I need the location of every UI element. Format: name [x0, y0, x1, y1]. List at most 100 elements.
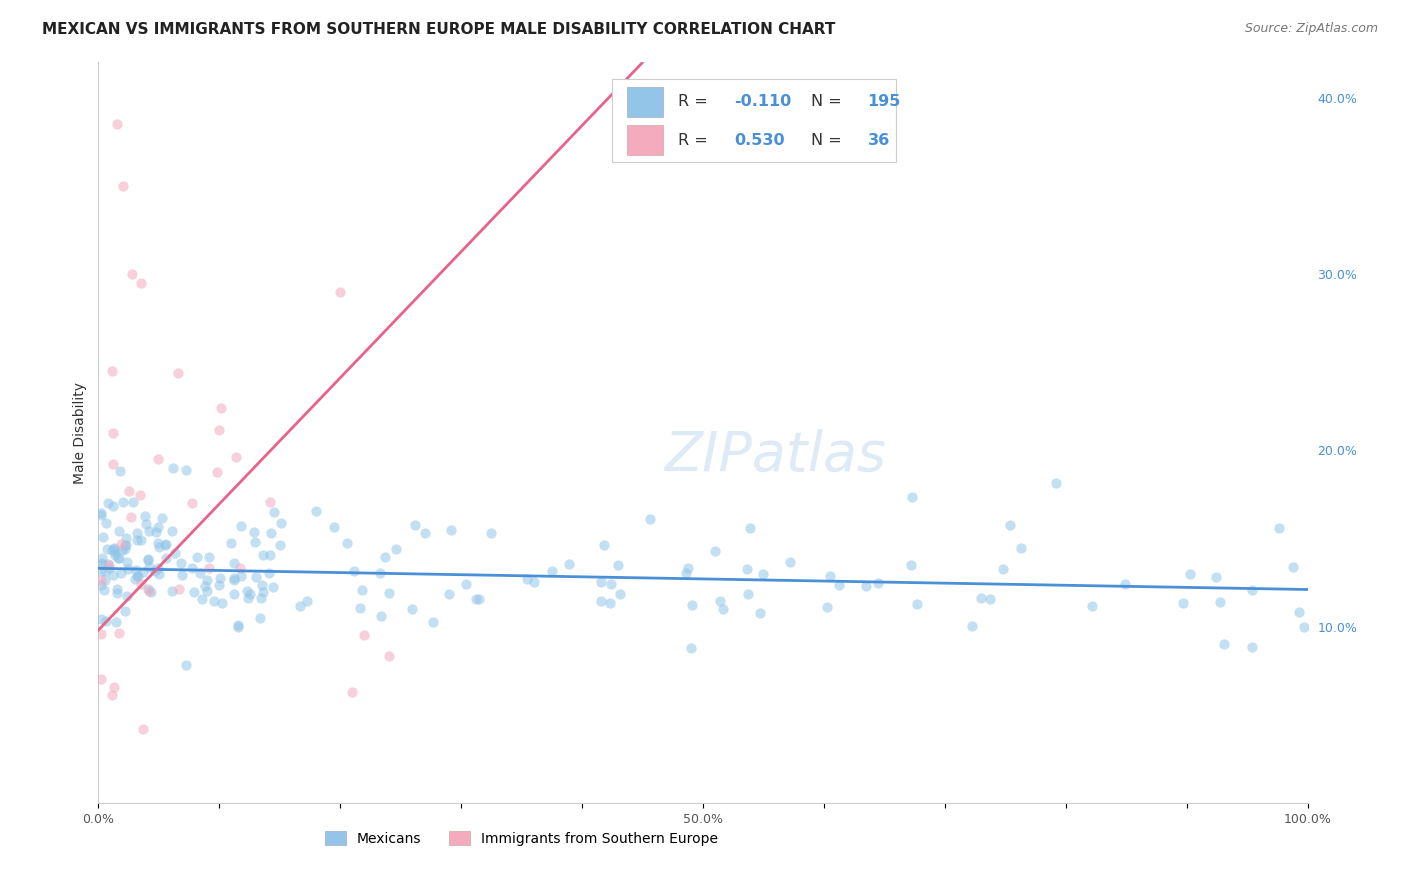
Point	[90, 612, 112, 626]
Point	[1282, 560, 1305, 574]
Point	[110, 464, 132, 478]
Point	[120, 510, 142, 524]
Point	[905, 597, 928, 611]
Point	[191, 592, 214, 607]
Point	[377, 649, 399, 664]
Point	[93, 583, 115, 598]
Point	[94, 573, 117, 587]
Point	[349, 601, 371, 615]
Point	[638, 512, 661, 526]
Point	[139, 584, 162, 599]
Point	[167, 582, 190, 597]
Point	[107, 551, 129, 566]
Point	[129, 577, 152, 591]
Point	[591, 575, 613, 590]
Point	[709, 594, 731, 608]
Point	[110, 537, 132, 551]
Point	[101, 499, 124, 513]
Point	[101, 364, 124, 378]
Point	[98, 558, 121, 573]
Text: 0.530: 0.530	[734, 133, 785, 147]
Point	[105, 582, 128, 597]
Point	[1288, 606, 1310, 620]
Point	[90, 672, 112, 686]
Point	[599, 596, 621, 610]
Point	[1178, 566, 1201, 581]
Point	[901, 490, 924, 504]
Point	[115, 531, 138, 545]
Point	[252, 578, 274, 592]
Point	[167, 366, 190, 380]
Point	[131, 533, 153, 548]
Point	[970, 591, 993, 605]
Point	[609, 587, 631, 601]
Point	[404, 518, 426, 533]
Point	[121, 267, 143, 281]
Point	[150, 510, 173, 524]
Point	[134, 517, 156, 532]
Point	[1173, 595, 1195, 609]
Point	[90, 557, 112, 571]
Point	[263, 505, 285, 519]
Point	[238, 591, 260, 605]
Point	[711, 602, 734, 616]
Point	[197, 560, 219, 574]
Point	[105, 586, 128, 600]
Point	[305, 504, 328, 518]
Point	[370, 609, 392, 624]
Point	[1010, 541, 1032, 556]
Point	[523, 574, 546, 589]
Point	[101, 457, 124, 471]
Point	[101, 425, 124, 440]
Point	[94, 516, 117, 531]
Point	[1212, 637, 1234, 651]
Point	[127, 525, 149, 540]
FancyBboxPatch shape	[613, 79, 897, 162]
Point	[160, 524, 183, 539]
Point	[146, 452, 169, 467]
Point	[224, 587, 246, 601]
Point	[336, 536, 359, 550]
Point	[960, 619, 983, 633]
Point	[205, 465, 228, 479]
Point	[422, 615, 444, 629]
Point	[169, 556, 191, 570]
Point	[815, 599, 838, 614]
Point	[105, 117, 128, 131]
Text: N =: N =	[811, 133, 846, 147]
Point	[1114, 576, 1136, 591]
Text: N =: N =	[811, 95, 846, 110]
Point	[163, 546, 186, 560]
Text: -0.110: -0.110	[734, 95, 792, 110]
Point	[145, 525, 167, 540]
Point	[1205, 570, 1227, 584]
Point	[288, 599, 311, 613]
Point	[252, 548, 274, 562]
Point	[97, 495, 120, 509]
Bar	[627, 125, 664, 155]
Point	[183, 585, 205, 599]
Point	[111, 178, 134, 193]
Point	[681, 598, 703, 612]
Point	[114, 542, 136, 557]
Point	[374, 550, 396, 565]
Point	[114, 604, 136, 618]
Point	[1267, 521, 1289, 535]
Point	[209, 401, 232, 416]
Point	[138, 582, 160, 597]
Point	[593, 538, 616, 552]
Point	[101, 568, 124, 582]
Point	[180, 561, 202, 575]
Point	[219, 536, 242, 550]
Point	[174, 658, 197, 673]
Point	[378, 585, 401, 599]
Point	[112, 495, 135, 509]
Point	[866, 575, 889, 590]
Point	[91, 530, 114, 544]
Point	[188, 566, 211, 581]
Point	[108, 625, 131, 640]
Legend: Mexicans, Immigrants from Southern Europe: Mexicans, Immigrants from Southern Europ…	[319, 825, 724, 851]
Point	[1045, 475, 1067, 490]
Point	[413, 525, 436, 540]
Point	[454, 576, 477, 591]
